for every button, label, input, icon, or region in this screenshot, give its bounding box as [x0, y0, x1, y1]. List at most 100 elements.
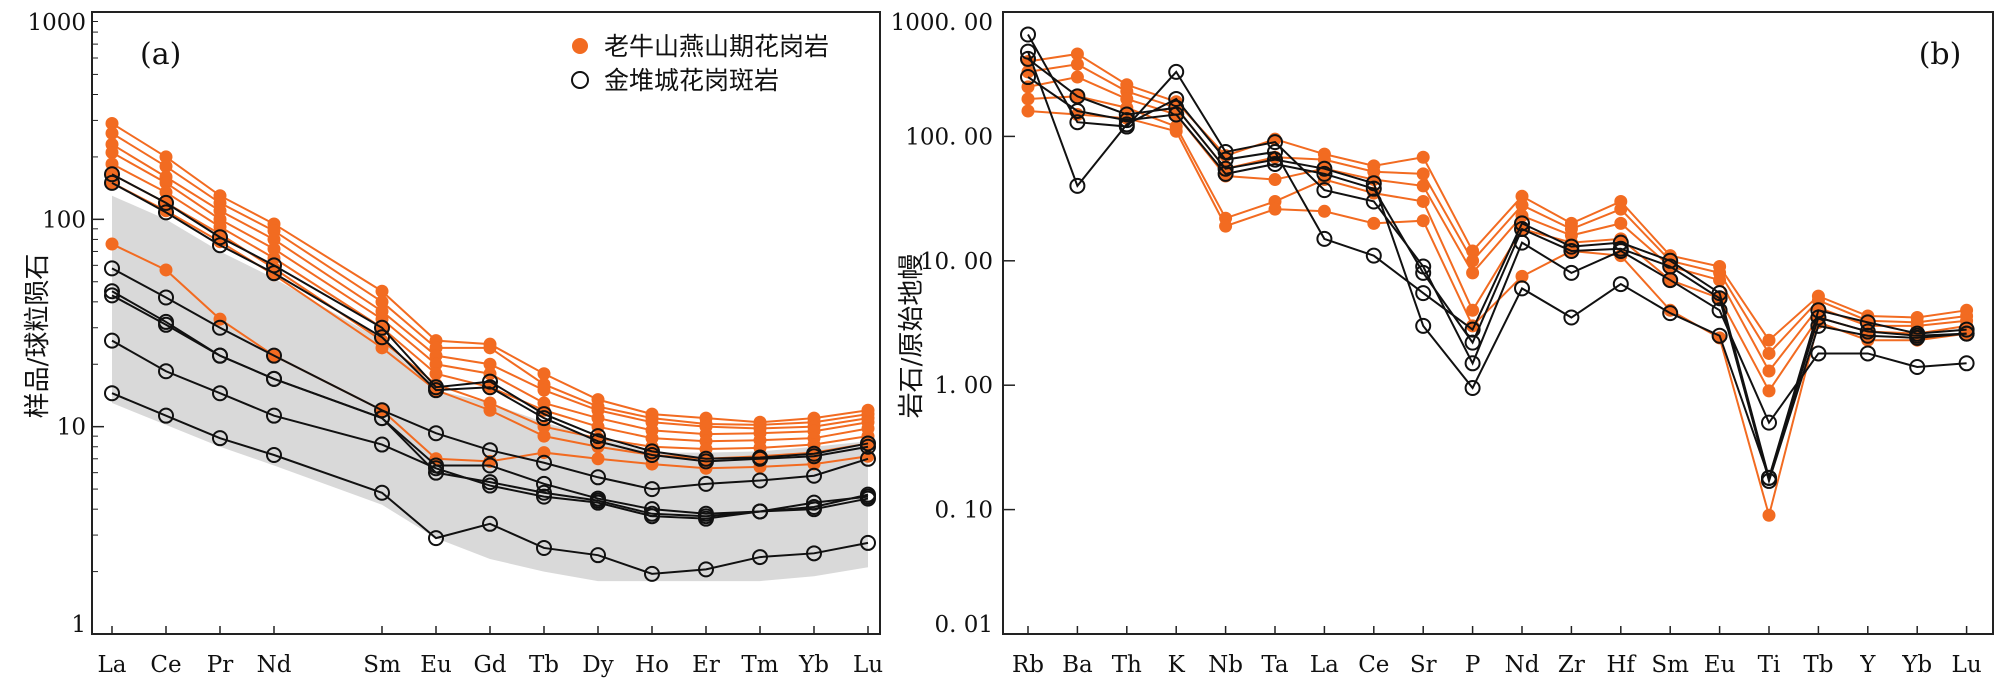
- panel-b-series-2-point-Ta: [1268, 173, 1282, 187]
- panel-b-series-2-point-Ti: [1762, 364, 1776, 378]
- panel-a-series-7-point-La: [105, 237, 119, 251]
- panel-a-series-2-line: [111, 143, 869, 430]
- panel-a-series-14-point-La: [104, 385, 120, 402]
- panel-a-series-9-point-La: [104, 174, 120, 191]
- panel-b-series-5-point-Ta: [1267, 134, 1283, 151]
- panel-b-series-7-line: [1027, 58, 1967, 482]
- panel-b-series-8-point-Th: [1118, 112, 1135, 129]
- panel-b-series-7-point-Rb: [1020, 50, 1036, 67]
- panel-b-xtick-label-K: K: [1168, 652, 1186, 678]
- panel-a-series-10-point-Lu: [860, 450, 876, 467]
- panel-a-series-10-point-Dy: [590, 469, 606, 486]
- panel-a-series-10-line: [111, 267, 869, 491]
- panel-a-series-10-point-Tm: [752, 472, 768, 489]
- panel-a-series-6-point-Tb: [537, 429, 551, 443]
- panel-b-series-4-point-Ti: [1762, 508, 1776, 522]
- panel-a-series-10-point-Nd: [266, 347, 282, 364]
- panel-a-series-2-point-Tb: [537, 383, 551, 397]
- panel-b-series-1-point-Ba: [1070, 57, 1084, 71]
- panel-a-series-10-point-Pr: [212, 319, 228, 336]
- panel-a-series-13-point-Yb: [806, 494, 822, 511]
- panel-b-series-1-point-P: [1466, 254, 1480, 268]
- panel-a-series-3-point-Ce: [159, 176, 173, 190]
- panel-a-series-14-line: [111, 392, 869, 575]
- panel-a-series-10-point-Ce: [158, 289, 174, 306]
- panel-a-xtick-label-Pr: Pr: [207, 652, 233, 678]
- panel-a-xtick-label-Er: Er: [692, 652, 720, 678]
- panel-a-series-7-point-Dy: [591, 452, 605, 466]
- panel-b-series-5-point-Sm: [1662, 272, 1679, 289]
- panel-b-xtick-label-Ta: Ta: [1261, 652, 1289, 678]
- panel-a-series-9-point-Eu: [428, 382, 444, 399]
- panel-b-series-2-point-Ba: [1070, 70, 1084, 84]
- panel-a-series-13-point-Lu: [860, 488, 876, 505]
- panel-a-series-10-point-Tb: [536, 454, 552, 471]
- panel-b-series-8-point-Sm: [1662, 258, 1679, 275]
- panel-b-series-5-point-Eu: [1711, 302, 1728, 319]
- panel-b-xtick-label-Nd: Nd: [1505, 652, 1540, 678]
- panel-a-series-12-point-Ce: [158, 316, 174, 333]
- panel-b-series-8-point-Y: [1859, 327, 1876, 344]
- panel-a-series-layer: [104, 116, 876, 582]
- panel-b-series-6-line: [1027, 51, 1967, 482]
- panel-a-series-9-point-Sm: [374, 329, 390, 346]
- panel-b-ytick-label-0: 0. 01: [934, 612, 993, 638]
- panel-a-series-14-point-Eu: [428, 530, 444, 547]
- panel-b-series-1-point-Rb: [1021, 65, 1035, 79]
- panel-b-ytick-label-2: 1. 00: [934, 373, 993, 399]
- panel-b-series-1-point-Nd: [1515, 198, 1529, 212]
- panel-b-xtick-label-Hf: Hf: [1607, 652, 1637, 678]
- panel-a-series-14-point-Nd: [266, 447, 282, 464]
- panel-a-series-14-point-Ho: [644, 565, 660, 582]
- panel-a-series-9-line: [111, 181, 869, 463]
- panel-b-series-5-point-K: [1168, 63, 1185, 80]
- panel-a-series-12-point-Eu: [428, 464, 444, 481]
- panel-a-series-10-point-Ho: [644, 481, 660, 498]
- panel-b-series-7-point-Hf: [1612, 276, 1629, 293]
- panel-b-series-5-point-Zr: [1563, 264, 1580, 281]
- panel-b-series-5-point-La: [1316, 182, 1333, 199]
- panel-a-axis-ticks: 1 10 100 1000 La Ce Pr Nd Sm Eu Gd Tb Dy Ho Er Tm Yb Lu: [27, 10, 883, 678]
- panel-b-series-8-point-Zr: [1563, 242, 1580, 259]
- panel-a-legend: 老牛山燕山期花岗岩 金堆城花岗斑岩: [571, 32, 829, 95]
- panel-b-series-6-point-La: [1316, 230, 1333, 247]
- panel-b-xtick-label-Ti: Ti: [1758, 652, 1781, 678]
- panel-b-series-2-point-Sr: [1416, 179, 1430, 193]
- panel-b-series-7-point-Sm: [1662, 305, 1679, 322]
- panel-b-series-5-line: [1027, 33, 1967, 425]
- panel-b-series-8-point-Nd: [1514, 221, 1530, 238]
- panel-b-series-4-point-Ce: [1367, 216, 1381, 230]
- panel-b-xtick-label-Y: Y: [1859, 652, 1876, 678]
- legend-label-orange: 老牛山燕山期花岗岩: [604, 32, 829, 61]
- panel-b-xtick-label-La: La: [1310, 652, 1339, 678]
- panel-b-series-8-point-Rb: [1020, 69, 1036, 86]
- panel-b-series-5-point-Yb: [1909, 359, 1926, 376]
- panel-a-series-12-point-La: [104, 287, 120, 304]
- panel-b-series-1-point-Ti: [1762, 346, 1776, 360]
- panel-a-series-2-point-Gd: [483, 357, 497, 371]
- panel-b-series-8-point-Ba: [1069, 103, 1086, 120]
- panel-b-series-4-point-K: [1169, 124, 1183, 138]
- panel-a-series-2-point-Nd: [267, 232, 281, 246]
- legend-marker-orange: [572, 38, 588, 54]
- panel-a-series-9-point-Tm: [752, 450, 768, 467]
- panel-a-series-3-point-Eu: [429, 357, 443, 371]
- panel-b-series-8-point-Ta: [1267, 155, 1283, 172]
- panel-a-series-12-point-Nd: [266, 370, 282, 387]
- panel-b-series-4-point-Rb: [1021, 104, 1035, 118]
- panel-b-xtick-label-Ba: Ba: [1062, 652, 1093, 678]
- panel-a-xtick-label-Ho: Ho: [635, 652, 669, 678]
- panel-a-series-14-point-Er: [698, 561, 714, 578]
- panel-a-series-13-line: [111, 339, 869, 520]
- panel-b-series-7-point-Nd: [1514, 280, 1530, 297]
- panel-a-xtick-label-Eu: Eu: [420, 652, 452, 678]
- panel-a-ytick-label-3: 1000: [27, 10, 86, 36]
- panel-a-series-0-point-Tb: [537, 367, 551, 381]
- panel-a-xtick-label-Nd: Nd: [257, 652, 292, 678]
- panel-a-series-14-point-Pr: [212, 430, 228, 447]
- panel-a-series-9-point-Yb: [806, 448, 822, 465]
- panel-a-series-13-point-Tb: [536, 488, 552, 505]
- panel-b-series-1-point-Sr: [1416, 167, 1430, 181]
- panel-b-series-1-point-Hf: [1614, 202, 1628, 216]
